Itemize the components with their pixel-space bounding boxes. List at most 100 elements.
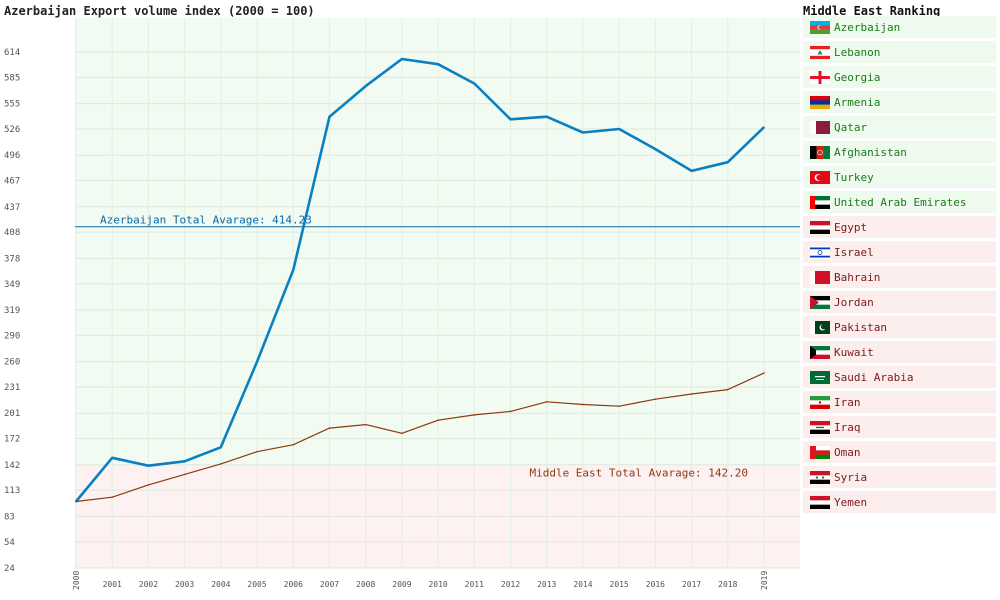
afghanistan-flag-icon [810, 145, 830, 159]
israel-flag-icon [810, 245, 830, 259]
middle-east-data-point [256, 450, 258, 453]
syria-flag-icon [810, 470, 830, 484]
middle-east-data-point [726, 388, 729, 391]
azerbaijan-flag-icon [810, 20, 830, 34]
x-tick-label: 2017 [682, 580, 701, 589]
x-tick-label: 2019 [760, 571, 769, 590]
middle-east-data-point [292, 443, 295, 446]
y-tick-label: 201 [4, 409, 20, 419]
y-tick-label: 290 [4, 331, 20, 341]
ranking-item-label: Azerbaijan [834, 20, 901, 34]
ranking-item-oman[interactable]: Oman [803, 441, 996, 463]
chart-title: Azerbaijan Export volume index (2000 = 1… [4, 4, 315, 18]
ranking-item-label: Iraq [834, 420, 861, 434]
ranking-item-yemen[interactable]: Yemen [803, 491, 996, 513]
azerbaijan-data-point [726, 161, 729, 163]
y-tick-label: 585 [4, 73, 20, 83]
y-tick-label: 260 [4, 358, 20, 368]
ranking-item-armenia[interactable]: Armenia [803, 91, 996, 113]
jordan-flag-icon [810, 295, 830, 309]
ranking-item-lebanon[interactable]: Lebanon [803, 41, 996, 63]
oman-flag-icon [810, 445, 830, 459]
middle-east-series-line [75, 372, 765, 503]
ranking-item-georgia[interactable]: Georgia [803, 66, 996, 88]
ranking-item-afghanistan[interactable]: Afghanistan [803, 141, 996, 163]
ranking-item-label: Georgia [834, 70, 881, 84]
x-tick-label: 2008 [356, 580, 375, 589]
middle-east-data-point [401, 432, 403, 435]
x-tick-label: 2016 [646, 580, 665, 589]
ranking-item-label: Israel [834, 245, 874, 259]
uae-flag-icon [810, 195, 830, 209]
y-tick-label: 83 [4, 512, 15, 522]
ranking-item-qatar[interactable]: Qatar [803, 116, 996, 138]
azerbaijan-data-point [292, 268, 295, 271]
ranking-item-syria[interactable]: Syria [803, 466, 996, 488]
azerbaijan-data-point [654, 148, 657, 150]
qatar-flag-icon [810, 120, 830, 134]
ranking-item-azerbaijan[interactable]: Azerbaijan [803, 16, 996, 38]
ranking-item-bahrain[interactable]: Bahrain [803, 266, 996, 288]
azerbaijan-data-point [147, 464, 150, 467]
y-tick-label: 113 [4, 486, 20, 496]
y-tick-label: 496 [4, 151, 20, 161]
x-tick-label: 2001 [103, 580, 122, 589]
azerbaijan-data-point [401, 58, 403, 60]
bahrain-flag-icon [810, 270, 830, 284]
turkey-flag-icon [810, 170, 830, 184]
ranking-item-iraq[interactable]: Iraq [803, 416, 996, 438]
ranking-item-label: Qatar [834, 120, 868, 134]
ranking-item-egypt[interactable]: Egypt [803, 216, 996, 238]
ranking-item-iran[interactable]: Iran [803, 391, 996, 413]
x-tick-label: 2015 [610, 580, 629, 589]
y-tick-label: 24 [4, 564, 15, 574]
y-tick-label: 526 [4, 125, 20, 135]
ranking-item-label: Kuwait [834, 345, 874, 359]
azerbaijan-data-point [437, 63, 439, 66]
ranking-item-label: Bahrain [834, 270, 881, 284]
x-tick-label: 2011 [465, 580, 484, 589]
azerbaijan-data-point [690, 170, 693, 172]
ranking-item-jordan[interactable]: Jordan [803, 291, 996, 313]
middle-east-data-point [582, 403, 584, 406]
ranking-item-kuwait[interactable]: Kuwait [803, 341, 996, 363]
ranking-title: Middle East Ranking [803, 4, 941, 18]
azerbaijan-data-point [328, 115, 331, 118]
ranking-item-label: Pakistan [834, 320, 887, 334]
x-tick-label: 2000 [72, 571, 81, 590]
ranking-item-label: Yemen [834, 495, 868, 509]
ranking-item-label: Syria [834, 470, 868, 484]
middle-east-data-point [111, 496, 114, 498]
ranking-item-label: Jordan [834, 295, 874, 309]
lebanon-flag-icon [810, 45, 830, 59]
y-tick-label: 467 [4, 177, 20, 187]
azerbaijan-data-point [509, 118, 512, 121]
ranking-item-label: Lebanon [834, 45, 881, 59]
ranking-item-united-arab-emirates[interactable]: United Arab Emirates [803, 191, 996, 213]
x-tick-label: 2009 [392, 580, 411, 589]
yemen-flag-icon [810, 495, 830, 509]
middle-east-data-point [618, 405, 620, 408]
saudi-arabia-flag-icon [810, 370, 830, 384]
middle-east-data-point [147, 484, 150, 486]
ranking-item-turkey[interactable]: Turkey [803, 166, 996, 188]
x-tick-label: 2012 [501, 580, 520, 589]
middle-east-data-point [328, 427, 331, 429]
egypt-flag-icon [810, 220, 830, 234]
azerbaijan-data-point [183, 460, 186, 463]
y-tick-label: 349 [4, 280, 20, 290]
x-tick-label: 2004 [211, 580, 230, 589]
ranking-item-label: United Arab Emirates [834, 195, 967, 209]
ranking-item-saudi-arabia[interactable]: Saudi Arabia [803, 366, 996, 388]
ranking-item-israel[interactable]: Israel [803, 241, 996, 263]
azerbaijan-data-point [545, 115, 548, 118]
x-tick-label: 2002 [139, 580, 158, 589]
middle-east-data-point [690, 393, 693, 395]
middle-east-data-point [545, 401, 548, 403]
y-tick-label: 408 [4, 228, 20, 238]
ranking-item-pakistan[interactable]: Pakistan [803, 316, 996, 338]
azerbaijan-data-point [364, 85, 367, 87]
y-tick-label: 319 [4, 306, 20, 316]
azerbaijan-data-point [111, 457, 114, 459]
y-tick-label: 555 [4, 100, 20, 110]
